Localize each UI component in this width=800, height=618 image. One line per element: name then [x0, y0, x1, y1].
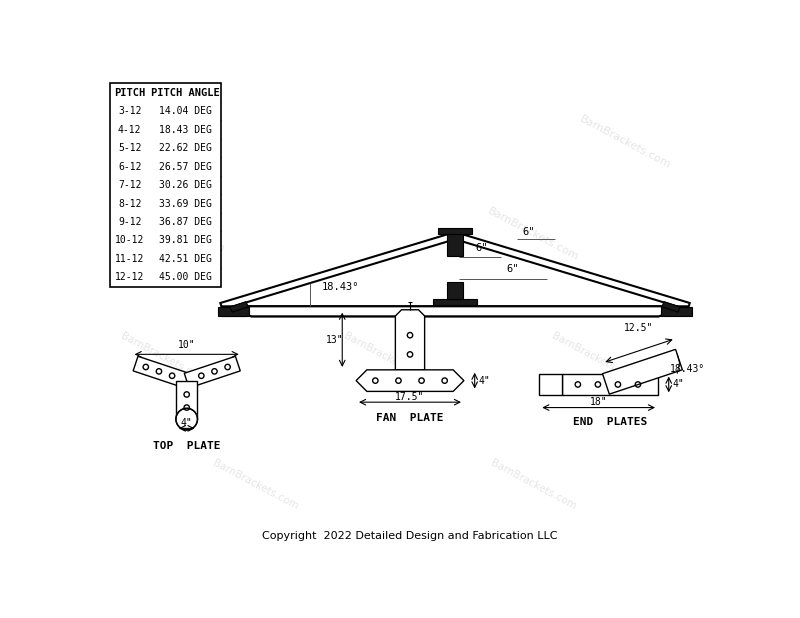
Polygon shape: [661, 307, 692, 316]
Text: BarnBrackets.com: BarnBrackets.com: [550, 331, 639, 384]
Text: 18.43°: 18.43°: [322, 282, 359, 292]
Text: BarnBrackets.com: BarnBrackets.com: [119, 331, 208, 384]
Text: 18": 18": [590, 397, 607, 407]
Polygon shape: [222, 307, 689, 316]
Text: 13": 13": [326, 335, 343, 345]
Text: END  PLATES: END PLATES: [573, 417, 647, 427]
Text: BarnBrackets.com: BarnBrackets.com: [132, 198, 226, 255]
Text: BarnBrackets.com: BarnBrackets.com: [578, 114, 673, 170]
Polygon shape: [434, 298, 477, 305]
Text: BarnBrackets.com: BarnBrackets.com: [211, 458, 301, 511]
Text: 10-12: 10-12: [115, 235, 145, 245]
Text: 4": 4": [672, 379, 684, 389]
Text: 4": 4": [478, 376, 490, 386]
Polygon shape: [562, 374, 658, 396]
Text: 6": 6": [506, 265, 519, 274]
Polygon shape: [356, 370, 464, 391]
Text: 45.00 DEG: 45.00 DEG: [158, 273, 211, 282]
Text: 30.26 DEG: 30.26 DEG: [158, 180, 211, 190]
Polygon shape: [184, 356, 240, 388]
Text: 12.5": 12.5": [624, 323, 654, 332]
Text: 26.57 DEG: 26.57 DEG: [158, 161, 211, 172]
Text: 10": 10": [178, 340, 195, 350]
Text: TOP  PLATE: TOP PLATE: [153, 441, 221, 451]
Polygon shape: [230, 302, 248, 312]
Text: 33.69 DEG: 33.69 DEG: [158, 198, 211, 208]
Polygon shape: [220, 232, 456, 310]
Text: 8-12: 8-12: [118, 198, 142, 208]
Text: 6": 6": [476, 243, 488, 253]
Text: 3-12: 3-12: [118, 106, 142, 116]
Text: 14.04 DEG: 14.04 DEG: [158, 106, 211, 116]
Polygon shape: [133, 356, 189, 388]
Polygon shape: [662, 302, 680, 312]
Text: 7-12: 7-12: [118, 180, 142, 190]
Polygon shape: [176, 381, 198, 419]
Polygon shape: [447, 234, 462, 256]
Polygon shape: [602, 349, 682, 394]
Polygon shape: [539, 374, 562, 396]
Text: BarnBrackets.com: BarnBrackets.com: [486, 206, 581, 263]
Text: FAN  PLATE: FAN PLATE: [376, 413, 444, 423]
Bar: [110, 83, 221, 287]
Polygon shape: [218, 307, 249, 316]
Text: 11-12: 11-12: [115, 254, 145, 264]
Text: 39.81 DEG: 39.81 DEG: [158, 235, 211, 245]
Polygon shape: [222, 307, 246, 316]
Circle shape: [176, 408, 198, 430]
Text: 18.43°: 18.43°: [670, 364, 705, 374]
Text: PITCH: PITCH: [114, 88, 146, 98]
Text: 4": 4": [181, 418, 193, 428]
Polygon shape: [454, 232, 690, 310]
Polygon shape: [447, 282, 462, 298]
Text: 5-12: 5-12: [118, 143, 142, 153]
Text: 36.87 DEG: 36.87 DEG: [158, 217, 211, 227]
Text: BarnBrackets.com: BarnBrackets.com: [342, 331, 431, 384]
Text: 4-12: 4-12: [118, 125, 142, 135]
Text: 17.5": 17.5": [395, 392, 425, 402]
Text: 22.62 DEG: 22.62 DEG: [158, 143, 211, 153]
Text: 42.51 DEG: 42.51 DEG: [158, 254, 211, 264]
Text: 9-12: 9-12: [118, 217, 142, 227]
Text: BarnBrackets.com: BarnBrackets.com: [489, 458, 578, 511]
Polygon shape: [222, 307, 689, 316]
Text: 18.43 DEG: 18.43 DEG: [158, 125, 211, 135]
Text: PITCH ANGLE: PITCH ANGLE: [150, 88, 219, 98]
Text: 12-12: 12-12: [115, 273, 145, 282]
Text: 6": 6": [522, 227, 534, 237]
Text: Copyright  2022 Detailed Design and Fabrication LLC: Copyright 2022 Detailed Design and Fabri…: [262, 531, 558, 541]
Polygon shape: [395, 310, 425, 370]
Text: 6-12: 6-12: [118, 161, 142, 172]
Polygon shape: [438, 228, 472, 234]
